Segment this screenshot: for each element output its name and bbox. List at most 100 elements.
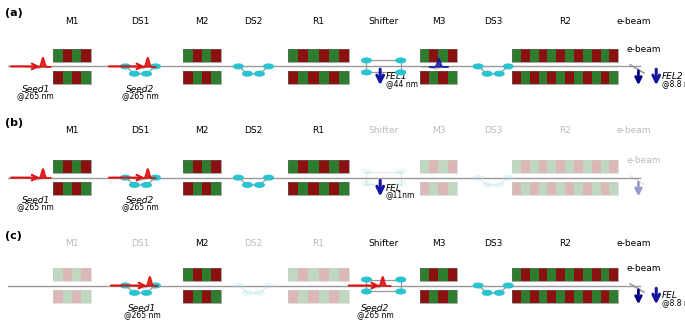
Bar <box>530 290 538 303</box>
Circle shape <box>255 290 264 295</box>
Bar <box>565 268 574 281</box>
Bar <box>319 160 329 173</box>
Bar <box>319 49 329 62</box>
Bar <box>82 160 90 173</box>
Circle shape <box>129 71 139 76</box>
Circle shape <box>129 183 139 187</box>
Bar <box>429 290 438 303</box>
Bar <box>583 49 592 62</box>
Circle shape <box>234 175 243 180</box>
Bar <box>62 182 72 195</box>
Bar <box>448 160 458 173</box>
Text: @265 nm: @265 nm <box>124 310 161 319</box>
Bar <box>183 290 221 303</box>
Text: M2: M2 <box>195 126 209 135</box>
Bar <box>308 71 319 84</box>
Bar <box>601 290 610 303</box>
Bar <box>512 49 618 62</box>
Bar <box>583 71 592 84</box>
Bar <box>288 290 298 303</box>
Text: e-beam: e-beam <box>616 239 651 248</box>
Bar <box>538 49 547 62</box>
Bar <box>329 290 339 303</box>
Bar <box>288 71 298 84</box>
Circle shape <box>482 183 492 187</box>
Text: Shifter: Shifter <box>369 126 399 135</box>
Text: M3: M3 <box>432 126 445 135</box>
Bar <box>419 290 458 303</box>
Bar <box>183 268 221 281</box>
Text: @11nm: @11nm <box>386 190 415 199</box>
Bar <box>547 182 556 195</box>
Bar <box>212 290 221 303</box>
Bar <box>438 182 448 195</box>
Text: @265 nm: @265 nm <box>17 203 54 211</box>
Bar <box>574 49 583 62</box>
Bar <box>329 71 339 84</box>
Bar <box>339 49 349 62</box>
Text: e-beam: e-beam <box>627 156 661 165</box>
Bar <box>565 49 574 62</box>
Bar <box>538 182 547 195</box>
Bar <box>192 71 202 84</box>
Text: M2: M2 <box>195 239 209 248</box>
Bar <box>538 160 547 173</box>
Text: @8.8 nm: @8.8 nm <box>662 79 685 88</box>
Bar <box>448 49 458 62</box>
Bar <box>53 268 90 281</box>
Bar <box>512 71 521 84</box>
Bar <box>53 49 90 62</box>
Bar <box>202 268 212 281</box>
Bar <box>192 160 202 173</box>
Bar <box>521 290 530 303</box>
Bar <box>339 182 349 195</box>
Circle shape <box>396 70 406 75</box>
Bar <box>183 71 192 84</box>
Bar <box>512 160 521 173</box>
Bar <box>438 49 448 62</box>
Bar <box>574 182 583 195</box>
Bar <box>601 49 610 62</box>
Bar <box>512 182 618 195</box>
Bar <box>212 49 221 62</box>
Bar <box>319 290 329 303</box>
Bar <box>438 71 448 84</box>
Circle shape <box>473 175 483 180</box>
Circle shape <box>396 181 406 186</box>
Bar <box>82 268 90 281</box>
Circle shape <box>362 169 371 174</box>
Text: FEL: FEL <box>386 184 401 193</box>
Bar <box>319 71 329 84</box>
Bar <box>53 160 62 173</box>
Bar <box>429 160 438 173</box>
Text: DS2: DS2 <box>245 17 262 26</box>
Bar <box>53 71 90 84</box>
Bar <box>530 49 538 62</box>
Bar <box>438 160 448 173</box>
Bar <box>610 268 618 281</box>
Bar <box>419 182 458 195</box>
Text: Seed1: Seed1 <box>21 85 50 94</box>
Circle shape <box>362 277 371 282</box>
Bar <box>319 182 329 195</box>
Bar <box>192 182 202 195</box>
Bar <box>601 182 610 195</box>
Text: DS3: DS3 <box>484 239 502 248</box>
Text: DS1: DS1 <box>132 17 149 26</box>
Bar <box>183 268 192 281</box>
Bar <box>62 49 72 62</box>
Bar <box>601 268 610 281</box>
Circle shape <box>473 283 483 288</box>
Bar <box>556 290 565 303</box>
Text: Seed2: Seed2 <box>126 85 155 94</box>
Bar <box>521 182 530 195</box>
Circle shape <box>264 64 273 69</box>
Bar <box>183 49 221 62</box>
Circle shape <box>396 169 406 174</box>
Bar <box>583 182 592 195</box>
Bar <box>512 268 521 281</box>
Bar <box>448 71 458 84</box>
Text: FEL1: FEL1 <box>386 72 408 81</box>
Bar <box>583 290 592 303</box>
Bar <box>547 49 556 62</box>
